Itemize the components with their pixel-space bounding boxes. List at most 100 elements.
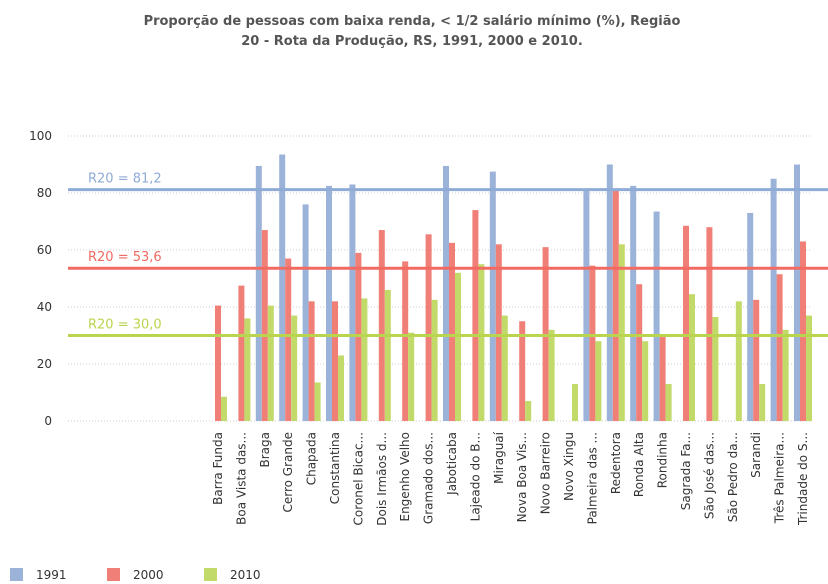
bar bbox=[326, 185, 332, 421]
bar bbox=[759, 383, 766, 421]
bar bbox=[618, 244, 625, 421]
bar bbox=[425, 234, 432, 421]
bar bbox=[408, 332, 415, 421]
bar bbox=[572, 383, 578, 421]
bar bbox=[747, 212, 754, 421]
x-tick-label: Jaboticaba bbox=[445, 432, 459, 496]
x-tick-label: Nova Boa Vis... bbox=[515, 432, 529, 522]
bar bbox=[735, 301, 742, 421]
x-tick-label: Chapada bbox=[305, 432, 319, 485]
bar bbox=[314, 382, 321, 421]
x-tick-label: São José das... bbox=[702, 432, 716, 519]
bar bbox=[689, 294, 695, 421]
x-tick-label: Boa Vista das... bbox=[234, 432, 248, 525]
x-tick-label: Trindade do S... bbox=[796, 432, 810, 526]
y-tick-label: 80 bbox=[37, 186, 52, 200]
x-tick-label: Sarandi bbox=[749, 432, 763, 478]
reference-label: R20 = 30,0 bbox=[88, 318, 162, 333]
bar bbox=[378, 230, 385, 421]
bar bbox=[261, 230, 268, 421]
bar bbox=[712, 316, 719, 421]
x-tick-label: Palmeira das ... bbox=[585, 432, 599, 524]
y-tick-label: 40 bbox=[37, 300, 52, 314]
legend-swatch bbox=[107, 568, 120, 581]
bar bbox=[776, 274, 783, 421]
bar bbox=[267, 305, 274, 421]
legend-label: 2010 bbox=[230, 568, 261, 582]
bar bbox=[642, 341, 649, 421]
bar bbox=[495, 244, 502, 421]
bar bbox=[338, 355, 344, 421]
x-tick-label: Constantina bbox=[328, 432, 342, 504]
x-tick-label: Redentora bbox=[609, 432, 623, 494]
bar bbox=[806, 315, 812, 421]
bar bbox=[583, 190, 590, 421]
x-tick-label: Dois Irmãos d... bbox=[375, 432, 389, 526]
bar bbox=[455, 272, 461, 421]
y-tick-label: 0 bbox=[44, 414, 52, 428]
bar bbox=[478, 264, 485, 421]
legend-label: 1991 bbox=[36, 568, 67, 582]
chart-title: Proporção de pessoas com baixa renda, < … bbox=[144, 14, 681, 29]
bar bbox=[782, 329, 789, 421]
bar bbox=[221, 396, 227, 421]
bar bbox=[238, 285, 245, 421]
x-tick-label: Novo Barreiro bbox=[539, 432, 553, 514]
bar bbox=[308, 301, 315, 421]
x-tick-label: São Pedro da... bbox=[726, 432, 740, 522]
bar bbox=[489, 171, 496, 421]
bar bbox=[519, 321, 526, 421]
bar bbox=[443, 165, 449, 421]
bar bbox=[384, 289, 391, 421]
x-tick-label: Cerro Grande bbox=[281, 432, 295, 513]
legend-swatch bbox=[10, 568, 23, 581]
bar bbox=[770, 178, 777, 421]
bar bbox=[525, 401, 532, 421]
bar bbox=[402, 261, 409, 421]
bar bbox=[706, 227, 713, 421]
bar bbox=[659, 336, 666, 421]
legend-swatch bbox=[204, 568, 217, 581]
reference-label: R20 = 53,6 bbox=[88, 250, 162, 265]
bar bbox=[595, 341, 602, 421]
x-tick-label: Braga bbox=[258, 432, 272, 468]
bar bbox=[255, 165, 262, 421]
bar bbox=[279, 154, 286, 421]
x-tick-label: Três Palmeira... bbox=[773, 432, 787, 524]
bar bbox=[800, 241, 806, 421]
legend-label: 2000 bbox=[133, 568, 164, 582]
x-tick-label: Rondinha bbox=[656, 432, 670, 488]
bar bbox=[589, 265, 596, 421]
y-tick-label: 20 bbox=[37, 357, 52, 371]
x-tick-label: Sagrada Fa... bbox=[679, 432, 693, 510]
bar bbox=[665, 383, 672, 421]
bar bbox=[285, 258, 292, 421]
x-tick-label: Barra Funda bbox=[211, 432, 225, 505]
bar bbox=[606, 164, 613, 421]
bar bbox=[215, 305, 221, 421]
chart-title: 20 - Rota da Produção, RS, 1991, 2000 e … bbox=[241, 34, 583, 49]
bar bbox=[653, 211, 660, 421]
bar bbox=[753, 299, 760, 421]
bar bbox=[449, 242, 455, 421]
bar bbox=[291, 315, 298, 421]
bar bbox=[501, 315, 508, 421]
bar bbox=[472, 210, 479, 421]
y-tick-label: 60 bbox=[37, 243, 52, 257]
bar bbox=[683, 225, 689, 421]
bar bbox=[361, 298, 368, 421]
bar bbox=[302, 204, 309, 421]
x-tick-label: Lajeado do B... bbox=[468, 432, 482, 521]
reference-label: R20 = 81,2 bbox=[88, 172, 162, 187]
x-tick-label: Coronel Bicac... bbox=[351, 432, 365, 525]
x-tick-label: Novo Xingu bbox=[562, 432, 576, 501]
bar bbox=[548, 329, 555, 421]
bar bbox=[431, 299, 438, 421]
x-tick-label: Engenho Velho bbox=[398, 432, 412, 522]
x-tick-label: Ronda Alta bbox=[632, 432, 646, 497]
bar bbox=[630, 185, 637, 421]
x-tick-label: Gramado dos... bbox=[422, 432, 436, 524]
bar bbox=[612, 190, 619, 421]
bar bbox=[332, 301, 338, 421]
